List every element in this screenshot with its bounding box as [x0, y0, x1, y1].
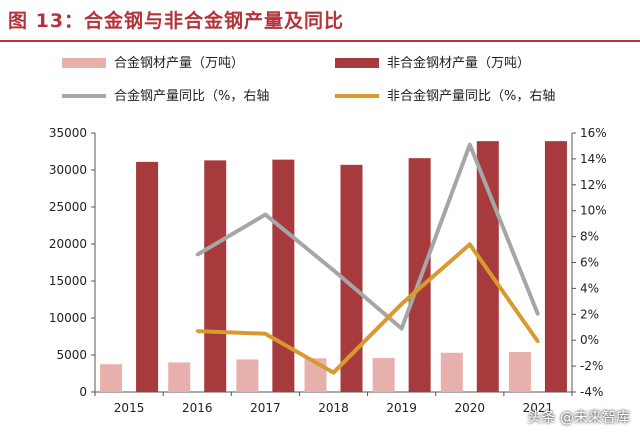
right-tick-label: 4% — [580, 281, 599, 295]
x-tick-label: 2019 — [386, 401, 417, 415]
line-point — [332, 371, 335, 375]
x-tick-label: 2015 — [114, 401, 145, 415]
left-tick-label: 5000 — [56, 348, 87, 362]
x-tick-label: 2018 — [318, 401, 349, 415]
x-tick-label: 2021 — [523, 401, 554, 415]
bar-alloy — [100, 364, 123, 392]
bar-alloy — [168, 362, 191, 392]
left-tick-label: 35000 — [49, 126, 87, 140]
line-point — [468, 242, 472, 246]
line-point — [332, 268, 335, 272]
lines — [195, 142, 540, 375]
right-tick-label: 14% — [580, 152, 607, 166]
right-tick-label: 12% — [580, 178, 607, 192]
legend-label: 非合金钢产量同比（%，右轴 — [387, 88, 555, 104]
right-tick-label: 6% — [580, 256, 599, 270]
bar-non-alloy — [136, 161, 159, 392]
line-point — [195, 253, 199, 257]
left-tick-label: 15000 — [49, 274, 87, 288]
title-divider — [0, 40, 640, 42]
right-tick-label: 16% — [580, 126, 607, 140]
bar-non-alloy — [340, 164, 363, 392]
chart-title: 图 13：合金钢与非合金钢产量及同比 — [8, 10, 345, 32]
right-tick-label: 10% — [580, 204, 607, 218]
legend-label: 合金钢产量同比（%，右轴 — [114, 88, 269, 104]
legend: 合金钢材产量（万吨） 非合金钢材产量（万吨） 合金钢产量同比（%，右轴 非合金钢产量同… — [62, 55, 555, 104]
x-tick-label: 2016 — [182, 401, 213, 415]
line-alloy-yoy — [196, 142, 540, 331]
legend-swatch — [62, 58, 106, 68]
bar-non-alloy — [204, 160, 227, 392]
line-point — [195, 329, 199, 333]
bar-alloy — [372, 357, 395, 392]
line-point — [263, 332, 267, 336]
bar-non-alloy — [272, 159, 295, 392]
bar-alloy — [440, 352, 463, 392]
legend-label: 非合金钢材产量（万吨） — [387, 55, 530, 71]
line-point — [536, 312, 540, 316]
left-tick-label: 25000 — [49, 200, 87, 214]
watermark: 头条 @未来智库 — [527, 410, 630, 426]
legend-label: 合金钢材产量（万吨） — [114, 55, 244, 71]
line-point — [400, 302, 404, 306]
x-tick-label: 2017 — [250, 401, 281, 415]
left-tick-label: 0 — [79, 385, 87, 399]
bars — [100, 141, 567, 392]
line-point — [468, 143, 472, 147]
right-tick-label: 2% — [580, 307, 599, 321]
left-tick-label: 20000 — [49, 237, 87, 251]
left-tick-label: 30000 — [49, 163, 87, 177]
right-tick-label: -4% — [580, 385, 603, 399]
right-tick-label: 8% — [580, 230, 599, 244]
left-tick-label: 10000 — [49, 311, 87, 325]
axes: 0 5000 10000 15000 20000 25000 30000 35000 -4% -2… — [49, 126, 607, 415]
right-tick-label: 0% — [580, 333, 599, 347]
legend-swatch — [335, 58, 379, 68]
bar-alloy — [508, 352, 531, 392]
right-tick-label: -2% — [580, 359, 603, 373]
line-point — [400, 327, 404, 331]
x-tick-label: 2020 — [455, 401, 486, 415]
line-point — [536, 339, 540, 343]
line-non-alloy-yoy — [197, 242, 540, 375]
bar-alloy — [236, 359, 259, 392]
line-point — [263, 213, 267, 217]
bar-non-alloy — [544, 141, 567, 392]
